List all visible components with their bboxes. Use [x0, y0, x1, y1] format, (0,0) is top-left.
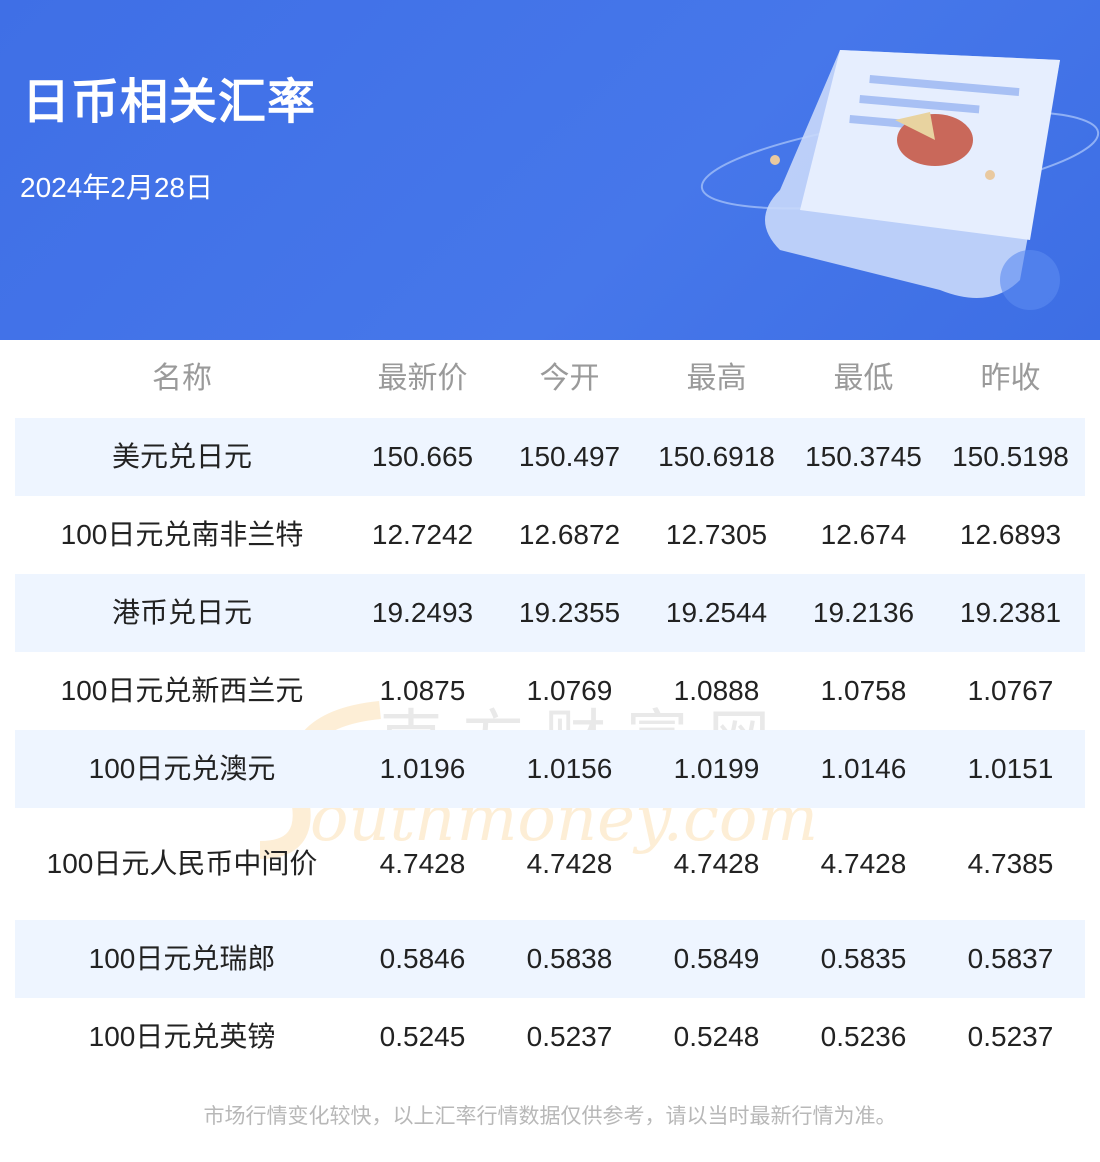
cell-open: 12.6872: [518, 519, 621, 550]
table-row: 100日元人民币中间价 4.7428 4.7428 4.7428 4.7428 4.738…: [15, 808, 1085, 920]
report-illustration-icon: [700, 50, 1100, 310]
table-row: 100日元兑南非兰特 12.7242 12.6872 12.7305 12.674 12.…: [15, 496, 1085, 574]
cell-open: 19.2355: [518, 597, 621, 628]
disclaimer: 市场行情变化较快，以上汇率行情数据仅供参考，请以当时最新行情为准。: [203, 1105, 897, 1128]
cell-high: 1.0888: [673, 675, 760, 706]
cell-low: 0.5835: [820, 943, 907, 974]
cell-low: 1.0146: [820, 753, 907, 784]
cell-prev-close: 4.7385: [967, 848, 1054, 879]
cell-low: 0.5236: [820, 1021, 907, 1052]
cell-high: 12.7305: [665, 519, 768, 550]
date-label: 2024年2月28日: [20, 172, 214, 203]
cell-open: 0.5838: [526, 943, 613, 974]
cell-latest: 12.7242: [371, 519, 474, 550]
cell-latest: 1.0196: [379, 753, 466, 784]
cell-open: 4.7428: [526, 848, 613, 879]
col-latest: 最新价: [377, 362, 468, 395]
table-row: 100日元兑英镑 0.5245 0.5237 0.5248 0.5236 0.5237: [15, 998, 1085, 1076]
cell-prev-close: 0.5237: [967, 1021, 1054, 1052]
cell-high: 1.0199: [673, 753, 760, 784]
rate-table: 名称 最新价 今开 最高 最低 昨收 美元兑日元 150.665 150.497 15…: [15, 340, 1085, 1076]
cell-latest: 4.7428: [379, 848, 466, 879]
cell-low: 12.674: [820, 519, 907, 550]
col-low: 最低: [833, 362, 894, 395]
cell-high: 19.2544: [665, 597, 768, 628]
cell-open: 0.5237: [526, 1021, 613, 1052]
cell-high: 0.5849: [673, 943, 760, 974]
cell-name: 美元兑日元: [111, 441, 252, 472]
cell-name: 100日元人民币中间价: [46, 848, 318, 879]
cell-latest: 1.0875: [379, 675, 466, 706]
cell-name: 100日元兑澳元: [88, 753, 276, 784]
cell-latest: 0.5245: [379, 1021, 466, 1052]
cell-name: 100日元兑瑞郎: [88, 943, 276, 974]
cell-prev-close: 19.2381: [959, 597, 1062, 628]
cell-open: 1.0769: [526, 675, 613, 706]
cell-name: 100日元兑英镑: [88, 1021, 276, 1052]
cell-low: 150.3745: [805, 441, 922, 472]
cell-low: 1.0758: [820, 675, 907, 706]
cell-high: 150.6918: [658, 441, 775, 472]
cell-prev-close: 150.5198: [952, 441, 1069, 472]
col-prev-close: 昨收: [980, 362, 1041, 395]
cell-prev-close: 1.0151: [967, 753, 1054, 784]
cell-high: 0.5248: [673, 1021, 760, 1052]
cell-prev-close: 12.6893: [959, 519, 1062, 550]
cell-name: 100日元兑南非兰特: [60, 519, 304, 550]
cell-prev-close: 1.0767: [967, 675, 1054, 706]
cell-name: 100日元兑新西兰元: [60, 675, 304, 706]
table-row: 100日元兑澳元 1.0196 1.0156 1.0199 1.0146 1.0151: [15, 730, 1085, 808]
table-row: 港币兑日元 19.2493 19.2355 19.2544 19.2136 19.2381: [15, 574, 1085, 652]
cell-low: 4.7428: [820, 848, 907, 879]
cell-name: 港币兑日元: [111, 597, 252, 628]
table-header: 名称 最新价 今开 最高 最低 昨收: [15, 340, 1085, 418]
table-row: 100日元兑瑞郎 0.5846 0.5838 0.5849 0.5835 0.5837: [15, 920, 1085, 998]
cell-prev-close: 0.5837: [967, 943, 1054, 974]
header-banner: 日币相关汇率 2024年2月28日: [0, 0, 1100, 340]
page-title: 日币相关汇率: [22, 76, 317, 129]
cell-latest: 0.5846: [379, 943, 466, 974]
cell-open: 1.0156: [526, 753, 613, 784]
col-high: 最高: [686, 362, 747, 395]
table-row: 美元兑日元 150.665 150.497 150.6918 150.3745 150.5…: [15, 418, 1085, 496]
col-open: 今开: [539, 362, 600, 395]
cell-low: 19.2136: [812, 597, 915, 628]
table-row: 100日元兑新西兰元 1.0875 1.0769 1.0888 1.0758 1.0767: [15, 652, 1085, 730]
cell-latest: 19.2493: [371, 597, 474, 628]
cell-latest: 150.665: [371, 441, 474, 472]
cell-high: 4.7428: [673, 848, 760, 879]
cell-open: 150.497: [518, 441, 621, 472]
col-name: 名称: [152, 362, 212, 395]
